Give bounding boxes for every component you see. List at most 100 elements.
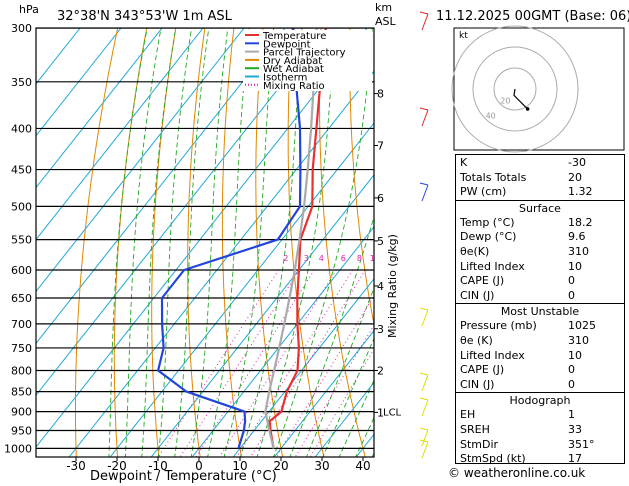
wet-adiabat-line <box>174 28 210 457</box>
wind-barb <box>421 13 429 31</box>
index-value: 0 <box>568 377 575 391</box>
pressure-tick-label: 700 <box>11 318 32 331</box>
wind-barbs <box>419 11 429 459</box>
index-row: StmDir 351° <box>456 438 624 453</box>
profile-parcel-trajectory <box>264 28 318 449</box>
hodograph-ring <box>451 25 579 153</box>
dry-adiabat-line <box>349 28 374 327</box>
index-label: CIN (J) <box>460 288 495 302</box>
isotherm-line <box>36 28 122 137</box>
km-tick-label: 1 <box>377 406 384 419</box>
index-value: 9.6 <box>568 230 586 244</box>
profile-lines <box>157 28 328 449</box>
index-row: SREH 33 <box>456 423 624 438</box>
index-row: CAPE (J) 0 <box>456 274 624 289</box>
wet-adiabat-line <box>289 215 374 457</box>
index-label: Lifted Index <box>460 259 525 273</box>
wet-adiabat-line <box>338 379 374 457</box>
index-value: 1025 <box>568 319 596 333</box>
index-label: Pressure (mb) <box>460 319 537 333</box>
km-tick-label: 2 <box>377 364 384 377</box>
index-label: PW (cm) <box>460 185 507 199</box>
mixing-ratio-label: 2 <box>283 254 288 263</box>
wind-barb-feather <box>419 107 429 111</box>
isotherm-line <box>36 28 368 448</box>
isotherm-line <box>36 28 286 345</box>
hodograph-frame <box>453 27 625 151</box>
wind-barb-feather <box>419 439 429 443</box>
mixing-ratio-label: 20 <box>411 254 421 263</box>
index-row: Pressure (mb) 1025 <box>456 319 624 334</box>
isotherm-line <box>36 28 245 293</box>
dry-adiabat-line <box>151 28 177 457</box>
index-row: Lifted Index 10 <box>456 349 624 364</box>
isotherm-line <box>36 28 204 241</box>
wind-barb <box>421 109 429 127</box>
index-label: Dewp (°C) <box>460 230 517 244</box>
index-row: CIN (J) 0 <box>456 378 624 393</box>
wet-adiabat-line <box>190 28 229 457</box>
pressure-tick-label: 900 <box>11 406 32 419</box>
km-tick-label: 5 <box>377 235 384 248</box>
index-label: StmSpd (kt) <box>460 452 526 466</box>
km-label: km <box>375 1 392 14</box>
legend-label: Dewpoint <box>263 39 311 50</box>
pressure-tick-label: 500 <box>11 200 32 213</box>
index-value: 0 <box>568 363 575 377</box>
wind-barb <box>421 309 429 327</box>
legend-label: Temperature <box>262 31 326 42</box>
wind-barb-feather <box>419 397 429 401</box>
isotherm-line <box>191 226 374 457</box>
index-value: 351° <box>568 437 595 451</box>
wind-barb <box>421 374 429 392</box>
most-unstable-title: Most Unstable <box>500 305 580 319</box>
surface-section: Surface Temp (°C) 18.2 Dewp (°C) 9.6 θe(K)… <box>456 199 624 304</box>
index-label: CAPE (J) <box>460 363 505 377</box>
mixing-ratio-label: 10 <box>370 254 380 263</box>
surface-title: Surface <box>519 201 561 215</box>
mixing-ratio-label: 3 <box>304 254 309 263</box>
index-row: CAPE (J) 0 <box>456 363 624 378</box>
x-tick-label: 10 <box>232 459 247 473</box>
km-tick-label: 4 <box>377 280 384 293</box>
km-tick-label: 8 <box>377 88 384 101</box>
index-label: CAPE (J) <box>460 274 505 288</box>
index-label: θe (K) <box>460 333 493 347</box>
index-label: Temp (°C) <box>460 215 515 229</box>
index-row: K -30 <box>456 156 624 171</box>
dry-adiabat-line <box>75 28 119 457</box>
isotherm-line <box>36 28 327 397</box>
dry-adiabat-line <box>221 28 242 457</box>
most-unstable-section: Most Unstable Pressure (mb) 1025 θe (K) 31… <box>456 303 624 392</box>
wind-barb-feather <box>419 11 429 15</box>
wet-adiabat-line <box>141 28 177 457</box>
plot-background: 2 3 4 6 8 10 15 20 25 <box>36 28 421 457</box>
legend-label: Isotherm <box>263 73 307 84</box>
index-value: 1.32 <box>568 185 593 199</box>
index-value: 310 <box>568 333 589 347</box>
x-tick-label: 30 <box>314 459 329 473</box>
hodograph-ring-label: 40 <box>486 111 496 120</box>
isotherm-line <box>273 329 374 457</box>
index-row: PW (cm) 1.32 <box>456 185 624 200</box>
indices-top-section: K -30 Totals Totals 20 PW (cm) 1.32 <box>456 155 624 200</box>
lcl-label: LCL <box>383 408 402 419</box>
index-row: θe(K) 310 <box>456 245 624 260</box>
pressure-tick-label: 600 <box>11 264 32 277</box>
hpa-label: hPa <box>19 3 39 16</box>
mixing-ratio-line <box>236 269 353 457</box>
x-tick-label: -20 <box>107 459 127 473</box>
mixing-ratio-line <box>218 269 337 457</box>
index-value: 0 <box>568 274 575 288</box>
profile-temperature <box>268 28 328 449</box>
mixing-ratio-line <box>309 348 374 457</box>
pressure-tick-label: 1000 <box>4 442 32 455</box>
dry-adiabat-line <box>255 28 284 457</box>
index-row: StmSpd (kt) 17 <box>456 452 624 467</box>
isotherm-line <box>109 122 374 457</box>
pressure-tick-label: 400 <box>11 122 32 135</box>
copyright-footer[interactable]: © weatheronline.co.uk <box>448 466 586 480</box>
wet-adiabat-line <box>273 28 373 457</box>
km-tick-label: 7 <box>377 139 384 152</box>
